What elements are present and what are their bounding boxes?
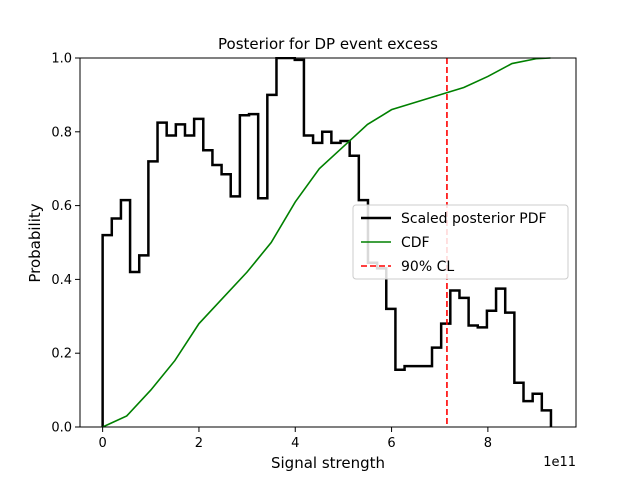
legend-label: CDF xyxy=(401,235,430,251)
y-tick-label: 0.0 xyxy=(51,421,72,436)
legend: Scaled posterior PDF CDF 90% CL xyxy=(352,204,569,280)
x-axis-label: Signal strength xyxy=(271,454,385,472)
x-tick-label: 4 xyxy=(291,436,299,451)
y-tick-label: 0.2 xyxy=(51,347,72,362)
y-tick-label: 0.4 xyxy=(51,273,72,288)
x-tick-label: 2 xyxy=(195,436,203,451)
y-tick-label: 1.0 xyxy=(51,52,72,67)
legend-label: 90% CL xyxy=(401,259,454,275)
x-tick-label: 6 xyxy=(387,436,395,451)
series-line-cdf xyxy=(102,57,551,428)
x-scale-label: 1e11 xyxy=(543,455,576,470)
legend-box xyxy=(352,204,569,280)
legend-label: Scaled posterior PDF xyxy=(401,211,547,227)
y-tick-label: 0.6 xyxy=(51,199,72,214)
x-tick-label: 0 xyxy=(98,436,106,451)
axes: 0 2 4 6 8 0.0 0.2 0.4 0.6 0.8 1.0 xyxy=(51,52,577,451)
chart-title: Posterior for DP event excess xyxy=(218,35,438,53)
series-line-posterior-pdf xyxy=(101,57,553,427)
x-tick-label: 8 xyxy=(484,436,492,451)
axes-frame xyxy=(79,57,577,428)
y-axis-label: Probability xyxy=(26,203,44,282)
y-tick-label: 0.8 xyxy=(51,125,72,140)
